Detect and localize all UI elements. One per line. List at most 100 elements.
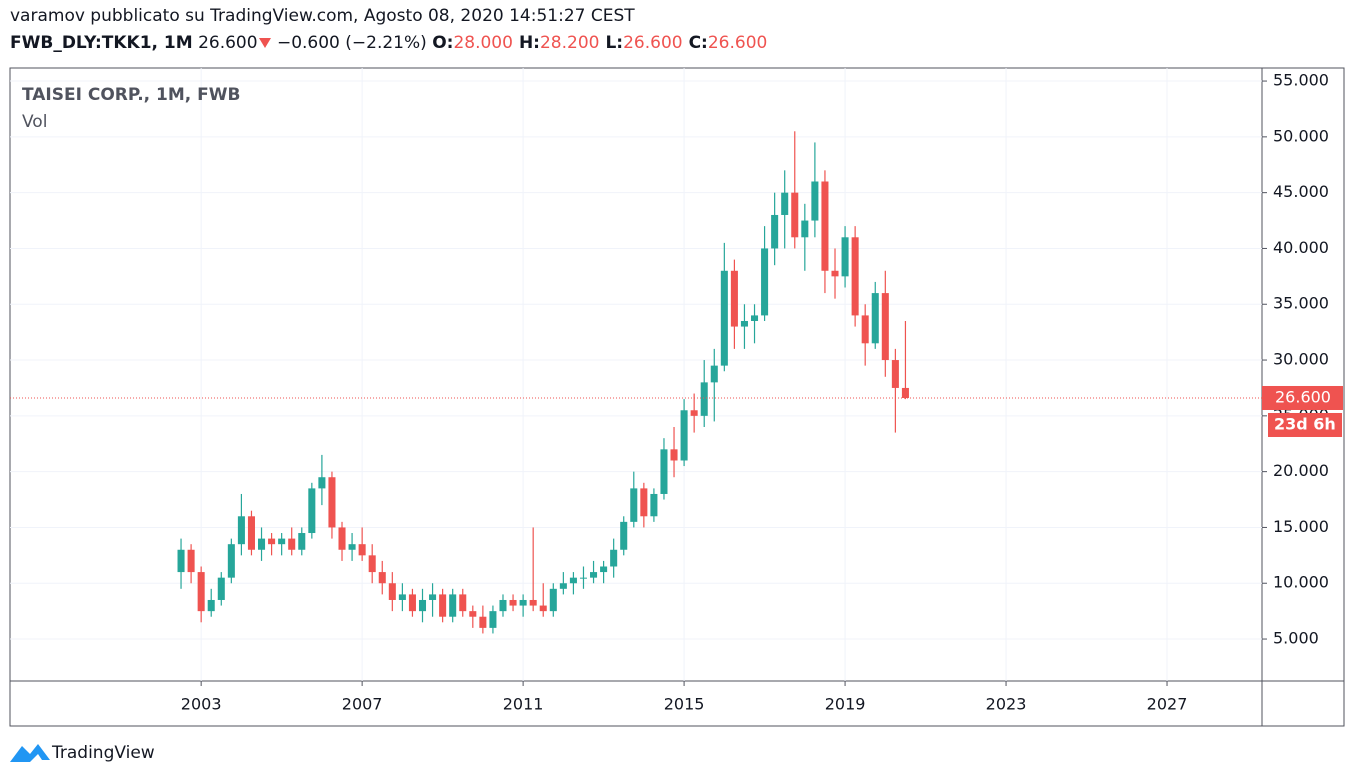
y-tick-label: 25.000	[1273, 405, 1329, 424]
candle-body	[348, 544, 356, 550]
logo-icon	[10, 744, 50, 762]
candle-body	[237, 516, 245, 545]
candle-body	[177, 549, 185, 573]
candle-body	[569, 577, 577, 584]
candle-body	[620, 521, 628, 550]
candle-body	[710, 365, 718, 383]
candle-body	[539, 605, 547, 612]
y-tick-label: 45.000	[1273, 182, 1329, 201]
candle-body	[781, 192, 789, 215]
y-tick-label: 50.000	[1273, 126, 1329, 145]
countdown: 23d 6h	[1274, 414, 1336, 433]
ohlc-key: O:	[432, 33, 454, 53]
candle-body	[640, 488, 648, 517]
candle-body	[579, 577, 588, 579]
candle-body	[388, 583, 396, 600]
last-price: 26.600	[198, 33, 258, 53]
candle-body	[207, 599, 215, 612]
candle-body	[489, 611, 497, 628]
candle-body	[197, 572, 205, 612]
candle-body	[449, 594, 457, 617]
candle-body	[469, 611, 477, 617]
ohlc: O:28.000 H:28.200 L:26.600 C:26.600	[432, 33, 773, 53]
candle-body	[408, 594, 416, 612]
y-tick-label: 10.000	[1273, 573, 1329, 592]
volume-label: Vol	[22, 112, 47, 132]
candle-body	[851, 237, 859, 316]
x-tick-label: 2023	[986, 695, 1027, 714]
candle-body	[660, 449, 668, 494]
candle-body	[811, 181, 819, 221]
ohlc-value: 28.200	[539, 33, 600, 53]
price-label: 26.600	[1275, 387, 1331, 406]
candle-body	[418, 599, 427, 612]
chart-title: TAISEI CORP., 1M, FWB	[22, 85, 241, 105]
change: −0.600 (−2.21%)	[276, 33, 427, 53]
candle-body	[439, 594, 447, 617]
candle-body	[610, 549, 618, 567]
candle-body	[227, 544, 235, 578]
candle-body	[187, 549, 195, 573]
logo-text: TradingView	[52, 743, 155, 763]
candle-body	[499, 599, 507, 612]
candle-body	[600, 566, 608, 573]
x-tick-label: 2019	[825, 695, 866, 714]
candle-body	[740, 320, 748, 327]
candle-body	[871, 293, 879, 344]
candle-body	[549, 588, 557, 612]
candle-body	[358, 544, 366, 556]
candle-body	[841, 237, 849, 277]
x-tick-label: 2003	[181, 695, 222, 714]
x-tick-label: 2011	[503, 695, 544, 714]
candle-body	[519, 599, 527, 606]
ohlc-key: L:	[605, 33, 624, 53]
candle-body	[791, 192, 799, 238]
candle-body	[398, 594, 406, 600]
candle-body	[559, 583, 567, 589]
candle-body	[328, 477, 336, 528]
candle-body	[730, 270, 738, 327]
x-tick-label: 2015	[664, 695, 705, 714]
candle-body	[901, 387, 909, 398]
down-arrow	[258, 38, 271, 48]
candle-body	[278, 538, 286, 545]
ohlc-value: 28.000	[453, 33, 513, 53]
candle-body	[338, 527, 346, 550]
y-tick-label: 5.000	[1273, 629, 1319, 648]
candle-body	[590, 572, 598, 578]
candle-body	[630, 488, 638, 522]
brand: TradingView	[52, 743, 155, 763]
candle-body	[650, 493, 658, 517]
candle-body	[368, 555, 376, 573]
y-tick-label: 30.000	[1273, 350, 1329, 369]
candle-body	[378, 572, 386, 584]
candle-body	[298, 533, 306, 550]
candle-body	[429, 594, 437, 600]
countdown-box	[1268, 412, 1342, 437]
candle-body	[861, 315, 869, 344]
candle-body	[750, 315, 759, 321]
chart-frame	[9, 67, 1345, 727]
candle-body	[720, 270, 728, 366]
candle-body	[288, 538, 296, 550]
candle-body	[247, 516, 255, 550]
symbol-line: FWB_DLY:TKK1, 1M 26.600 −0.600 (−2.21%) …	[10, 33, 773, 53]
candle-body	[479, 616, 487, 628]
candle-body	[529, 599, 537, 606]
candle-body	[761, 248, 769, 316]
ohlc-value: 26.600	[707, 33, 768, 53]
candle-body	[881, 293, 889, 361]
candle-body	[801, 220, 809, 238]
price-label-box	[1262, 385, 1343, 410]
author-line: varamov pubblicato su TradingView.com, A…	[10, 6, 635, 26]
candle-body	[509, 599, 517, 606]
candle-body	[690, 410, 698, 416]
ohlc-value: 26.600	[623, 33, 683, 53]
y-tick-label: 20.000	[1273, 461, 1329, 480]
symbol: FWB_DLY:TKK1, 1M	[10, 33, 193, 53]
candle-body	[771, 214, 779, 249]
y-tick-label: 35.000	[1273, 294, 1329, 313]
y-tick-label: 15.000	[1273, 517, 1329, 536]
